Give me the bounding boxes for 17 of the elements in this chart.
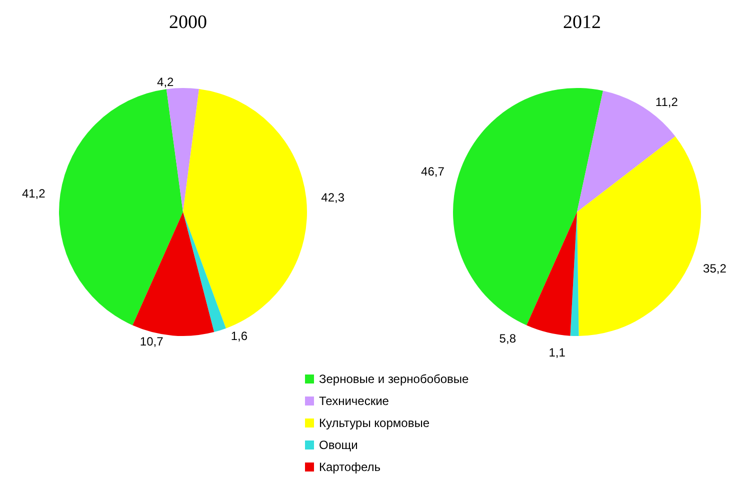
- legend-label: Технические: [319, 394, 390, 408]
- data-label: 1,6: [230, 329, 248, 344]
- data-label: 42,3: [321, 190, 345, 204]
- legend-label: Овощи: [319, 438, 358, 452]
- data-label: 5,8: [499, 331, 516, 346]
- legend-label: Картофель: [319, 460, 381, 474]
- data-label: 4,2: [157, 75, 174, 89]
- data-label: 46,7: [421, 164, 445, 179]
- chart-title: 2000: [169, 12, 207, 33]
- data-label: 41,2: [22, 186, 46, 201]
- data-label: 10,7: [140, 334, 164, 349]
- data-label: 11,2: [655, 95, 678, 110]
- chart-title: 2012: [563, 12, 601, 33]
- data-label: 1,1: [548, 345, 566, 360]
- legend-label: Культуры кормовые: [319, 416, 430, 430]
- data-label: 35,2: [703, 262, 727, 276]
- legend-label: Зерновые и зернобобовые: [319, 372, 470, 386]
